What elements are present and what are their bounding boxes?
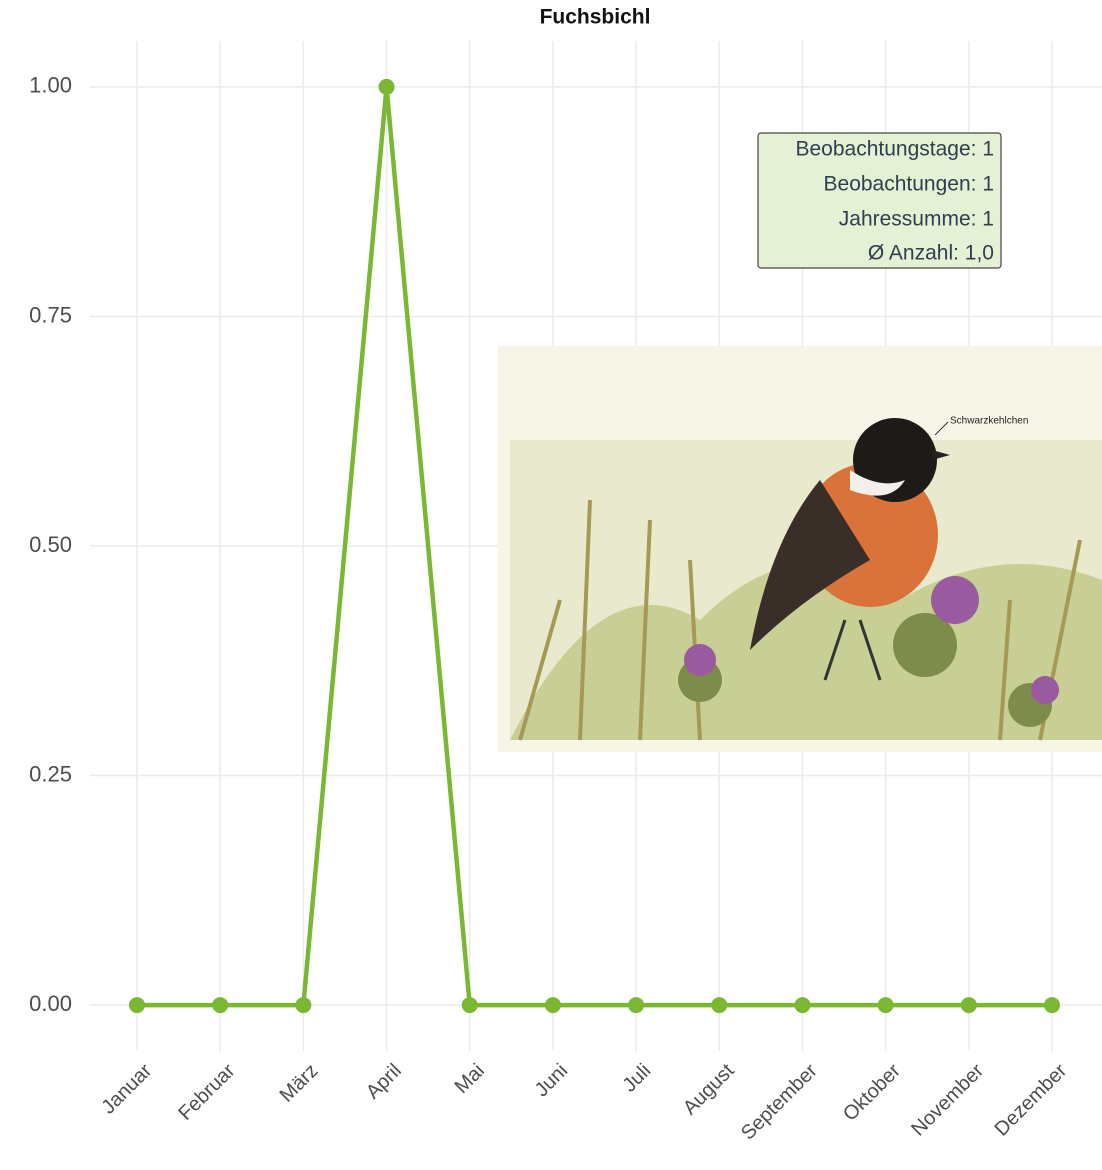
x-tick-label: Juli	[619, 1060, 656, 1097]
point	[711, 997, 728, 1014]
image-bird-head	[853, 418, 937, 502]
y-tick-label: 1.00	[29, 73, 72, 98]
point	[461, 997, 478, 1014]
series-line	[137, 86, 1052, 1008]
x-tick-label: Dezember	[990, 1059, 1071, 1140]
point	[628, 997, 645, 1014]
point	[960, 997, 977, 1014]
y-tick-label: 0.50	[29, 532, 72, 557]
x-tick-label: Februar	[174, 1059, 239, 1124]
y-tick-label: 0.25	[29, 761, 72, 786]
x-tick-label: Oktober	[839, 1059, 905, 1125]
x-tick-label: September	[737, 1059, 822, 1144]
x-tick-label: April	[362, 1060, 406, 1104]
x-tick-label: Januar	[97, 1059, 156, 1118]
stats-line: Beobachtungstage: 1	[796, 138, 995, 161]
point	[378, 78, 395, 95]
image-flower	[1031, 676, 1059, 704]
stats-line: Ø Anzahl: 1,0	[868, 242, 994, 265]
point	[794, 997, 811, 1014]
y-tick-label: 0.00	[29, 991, 72, 1016]
image-flower	[684, 644, 716, 676]
bird-image: Schwarzkehlchen	[498, 346, 1102, 752]
point	[877, 997, 894, 1014]
stats-frame	[757, 132, 1002, 269]
image-thistle	[893, 613, 957, 677]
stats-box: Beobachtungstage: 1 Beobachtungen: 1 Jah…	[757, 132, 1002, 269]
image-label: Schwarzkehlchen	[950, 416, 1028, 427]
point	[129, 997, 145, 1014]
y-tick-label: 0.75	[29, 302, 72, 327]
image-legs	[823, 619, 882, 681]
x-tick-label: März	[276, 1060, 323, 1107]
x-tick-label: November	[907, 1059, 988, 1140]
point	[295, 997, 312, 1014]
chart-title: Fuchsbichl	[540, 6, 651, 29]
image-bird-collar	[850, 470, 905, 496]
x-tick-label: Mai	[451, 1060, 489, 1098]
point	[212, 997, 229, 1014]
series	[129, 78, 1060, 1014]
point	[544, 997, 561, 1014]
stats-line: Beobachtungen: 1	[824, 173, 994, 196]
image-flower	[931, 576, 979, 624]
image-pointer	[934, 421, 949, 436]
point	[1044, 997, 1060, 1014]
stats-line: Jahressumme: 1	[839, 208, 994, 231]
x-tick-label: August	[679, 1059, 739, 1119]
image-bird-beak	[932, 450, 950, 460]
x-tick-label: Juni	[531, 1060, 573, 1102]
image-bird-wing	[750, 480, 870, 650]
